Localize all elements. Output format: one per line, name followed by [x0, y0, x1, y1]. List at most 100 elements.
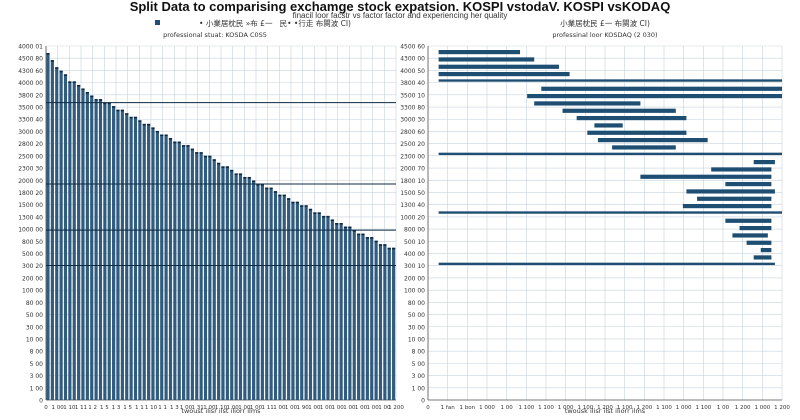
left-x-tick-label: 1 5: [100, 405, 109, 411]
left-bar: [287, 198, 291, 400]
left-bar-cap: [208, 155, 212, 158]
left-bar-cap: [182, 145, 186, 147]
right-bar: [438, 79, 782, 82]
left-bar-cap: [155, 130, 159, 133]
right-y-tick-label: 0: [421, 398, 425, 405]
right-x-tick-label: 1 200: [774, 405, 790, 411]
left-y-tick-label: 100 00: [22, 288, 43, 295]
left-bar-cap: [387, 247, 391, 250]
left-bar: [160, 134, 164, 400]
right-bar: [438, 72, 570, 77]
left-x-tick-label: 1 00: [343, 405, 356, 411]
left-x-tick-label: 1 2: [88, 405, 97, 411]
left-bar: [238, 173, 243, 400]
left-bar-cap: [199, 152, 203, 154]
right-bar: [686, 189, 775, 194]
left-bar-cap: [225, 166, 229, 168]
left-bar: [383, 244, 387, 400]
right-x-tick-label: 1 200: [735, 405, 751, 411]
left-bar: [98, 99, 103, 400]
right-y-tick-label: 3800 40: [400, 80, 425, 87]
right-bar: [725, 218, 772, 223]
right-y-tick-label: 3 00: [412, 373, 426, 380]
left-bar-cap: [308, 208, 313, 211]
left-bar: [107, 102, 111, 400]
right-x-tick-label: 1 000: [558, 405, 574, 411]
left-x-tick-label: 1 00: [320, 405, 333, 411]
left-bar: [322, 215, 326, 400]
left-bar-cap: [50, 60, 54, 62]
left-bar-cap: [282, 194, 286, 197]
left-y-tick-label: 1800 20: [18, 190, 43, 197]
left-bar: [212, 159, 216, 400]
right-legend-label: 小業居枕民 £一 布闋波 CI): [560, 18, 650, 28]
right-x-tick-label: 1 00: [501, 405, 514, 411]
left-bar-cap: [129, 116, 133, 119]
chart-title: Split Data to comparising exchamge stock…: [129, 0, 671, 14]
left-bar: [90, 95, 94, 400]
right-bar: [753, 255, 772, 260]
left-x-tick-label: 1 5: [123, 405, 132, 411]
left-bar: [147, 123, 151, 400]
right-bar: [594, 123, 623, 128]
left-y-tick-label: 3800 20: [18, 92, 43, 99]
left-bar-cap: [173, 141, 177, 144]
right-y-tick-label: 500 10: [404, 239, 425, 246]
left-bar: [378, 244, 383, 400]
left-bar: [278, 194, 282, 400]
left-bar: [291, 201, 295, 400]
left-y-tick-label: 8 00: [30, 349, 44, 356]
right-y-tick-label: 200 00: [404, 275, 425, 282]
left-y-tick-label: 4500 80: [18, 56, 43, 63]
left-bar-cap: [265, 187, 269, 190]
left-bar-cap: [120, 109, 124, 112]
right-bar: [438, 50, 521, 55]
left-bar: [313, 212, 317, 400]
left-legend-swatch: [155, 20, 160, 25]
left-bar: [295, 201, 299, 400]
left-bar-cap: [365, 237, 369, 239]
left-bar-cap: [55, 67, 59, 69]
left-bar-cap: [352, 230, 356, 232]
left-bar: [339, 223, 343, 400]
right-bar: [587, 130, 687, 135]
right-bar: [711, 167, 772, 172]
right-bar: [562, 108, 676, 113]
right-bar: [534, 101, 641, 106]
left-bar-cap: [147, 123, 151, 126]
left-bar: [138, 120, 142, 400]
left-bar: [85, 92, 89, 401]
left-y-tick-label: 3000 00: [18, 129, 43, 136]
left-x-tick-label: 1 11: [262, 405, 274, 411]
right-y-tick-label: 3500 10: [400, 92, 425, 99]
left-bar: [317, 212, 321, 400]
left-y-tick-label: 0: [39, 398, 43, 405]
right-bar: [760, 248, 772, 253]
left-bar-cap: [94, 99, 98, 101]
left-y-tick-label: 4300 60: [18, 68, 43, 75]
left-bar-cap: [339, 223, 343, 225]
right-bar: [527, 94, 782, 99]
left-bar: [357, 233, 361, 400]
left-bar-cap: [287, 198, 291, 200]
right-bar: [753, 160, 775, 165]
right-bar: [612, 145, 676, 150]
left-bar-cap: [133, 116, 138, 119]
left-bar: [247, 176, 251, 400]
left-bar: [55, 67, 59, 401]
left-bar-cap: [291, 201, 295, 204]
left-bar: [63, 74, 68, 400]
left-bar: [72, 81, 76, 401]
left-bar-cap: [125, 113, 129, 115]
right-x-tick-label: 1 000: [754, 405, 770, 411]
left-bar: [300, 205, 304, 400]
right-x-tick-label: 1 00: [717, 405, 730, 411]
right-y-tick-label: 1300 40: [400, 202, 425, 209]
left-bar-cap: [238, 173, 243, 176]
right-y-tick-label: 30 00: [408, 324, 425, 331]
left-bar: [151, 127, 155, 401]
left-y-tick-label: 2500 00: [18, 153, 43, 160]
left-bar-cap: [195, 152, 199, 154]
left-x-tick-label: 1 00: [250, 405, 263, 411]
